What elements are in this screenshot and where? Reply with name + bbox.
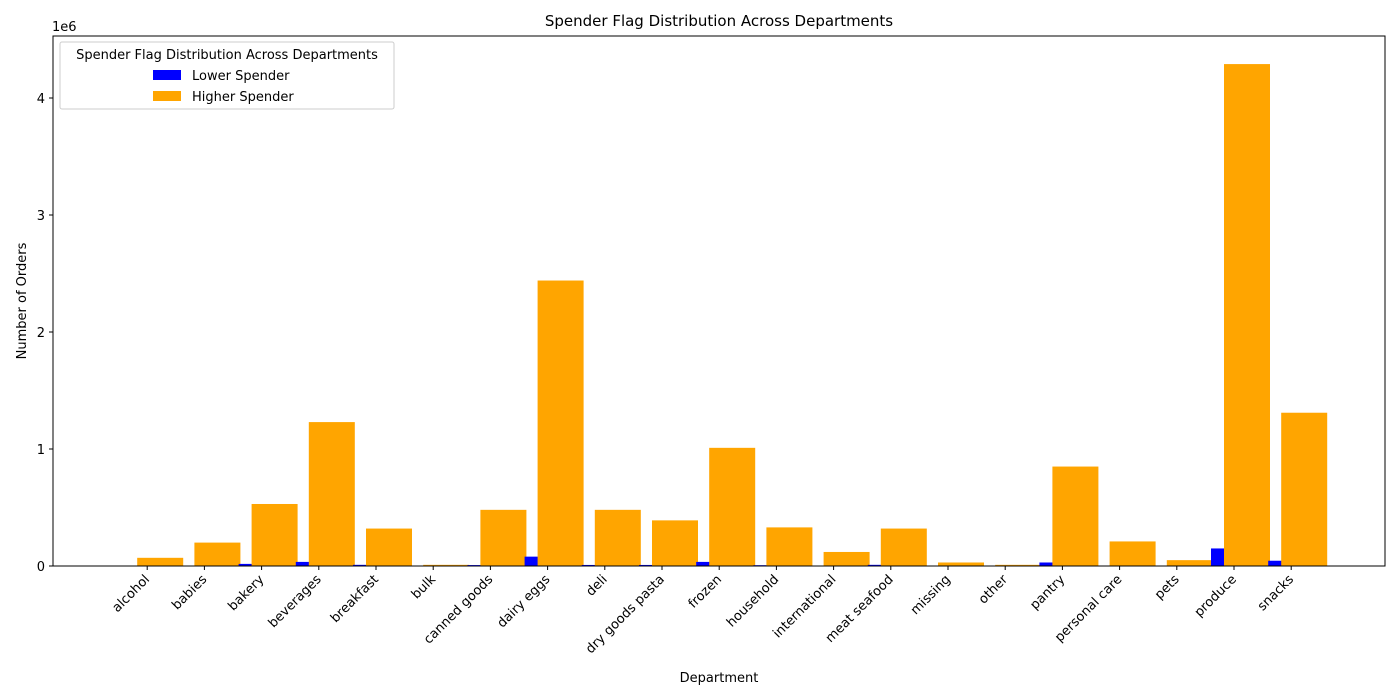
x-axis-label: Department: [680, 671, 759, 686]
bar-higher-spender-other: [995, 564, 1042, 566]
y-axis-multiplier: 1e6: [52, 20, 77, 35]
chart-title: Spender Flag Distribution Across Departm…: [545, 12, 893, 30]
bar-higher-spender-personal-care: [1109, 541, 1156, 566]
bar-higher-spender-deli: [594, 509, 641, 566]
bar-higher-spender-pantry: [1052, 466, 1099, 566]
bar-higher-spender-frozen: [709, 447, 756, 566]
y-tick-label: 1: [37, 443, 45, 458]
x-tick-label-produce: produce: [1192, 572, 1240, 620]
x-tick-label-breakfast: breakfast: [328, 572, 382, 626]
plot-frame: [52, 35, 1386, 567]
y-tick-label: 0: [37, 560, 45, 575]
y-axis: 0 1 2 3 4: [37, 92, 53, 575]
y-tick-label: 2: [37, 326, 45, 341]
y-tick-label: 3: [37, 209, 45, 224]
bar-lower-spender-bakery: [238, 563, 262, 566]
x-tick-label-babies: babies: [169, 572, 210, 613]
x-tick-label-bulk: bulk: [409, 572, 439, 602]
bar-higher-spender-bakery: [251, 503, 298, 566]
x-tick-label-deli: deli: [583, 572, 610, 599]
legend-label-higher-spender: Higher Spender: [192, 90, 294, 105]
bar-lower-spender-snacks: [1268, 560, 1292, 566]
x-tick-label-other: other: [976, 572, 1012, 608]
bar-higher-spender-bulk: [423, 564, 470, 566]
bar-higher-spender-dry-goods-pasta: [652, 520, 698, 566]
x-tick-label-dairy-eggs: dairy eggs: [495, 572, 554, 631]
legend-swatch-higher-spender: [153, 91, 181, 101]
bar-lower-spender-frozen: [696, 561, 720, 566]
bar-higher-spender-breakfast: [366, 528, 412, 566]
y-axis-label: Number of Orders: [15, 242, 30, 359]
legend-title: Spender Flag Distribution Across Departm…: [76, 48, 378, 63]
x-tick-label-bakery: bakery: [225, 572, 267, 614]
bar-lower-spender-beverages: [295, 561, 319, 566]
bar-higher-spender-missing: [938, 562, 984, 566]
bar-lower-spender-pantry: [1039, 562, 1063, 566]
y-tick-label: 4: [37, 92, 45, 107]
bar-lower-spender-meat-seafood: [867, 564, 891, 566]
bar-higher-spender-meat-seafood: [880, 528, 927, 566]
x-tick-label-missing: missing: [908, 572, 954, 618]
x-tick-label-pantry: pantry: [1028, 572, 1069, 613]
legend-box: [59, 41, 395, 110]
bar-higher-spender-canned-goods: [480, 509, 527, 566]
legend-label-lower-spender: Lower Spender: [192, 69, 290, 84]
bar-lower-spender-breakfast: [353, 564, 376, 566]
bar-higher-spender-household: [766, 527, 813, 566]
x-tick-label-snacks: snacks: [1255, 572, 1297, 614]
x-tick-label-frozen: frozen: [686, 572, 725, 611]
bar-lower-spender-dry-goods-pasta: [639, 564, 662, 566]
bar-higher-spender-dairy-eggs: [537, 280, 584, 566]
bar-higher-spender-snacks: [1281, 412, 1328, 566]
x-tick-label-beverages: beverages: [266, 572, 325, 631]
bar-higher-spender-produce: [1224, 64, 1270, 566]
x-tick-label-household: household: [724, 572, 782, 630]
x-tick-label-alcohol: alcohol: [110, 572, 153, 615]
bar-higher-spender-alcohol: [137, 557, 184, 566]
bar-higher-spender-pets: [1166, 560, 1213, 566]
bar-lower-spender-deli: [581, 564, 605, 566]
bars-layer: [124, 64, 1328, 566]
legend: Spender Flag Distribution Across Departm…: [59, 41, 395, 110]
bar-higher-spender-babies: [194, 542, 241, 566]
bar-higher-spender-international: [823, 551, 870, 566]
bar-higher-spender-beverages: [308, 422, 355, 566]
legend-swatch-lower-spender: [153, 70, 181, 80]
bar-lower-spender-dairy-eggs: [524, 556, 548, 566]
x-tick-label-pets: pets: [1152, 572, 1183, 603]
